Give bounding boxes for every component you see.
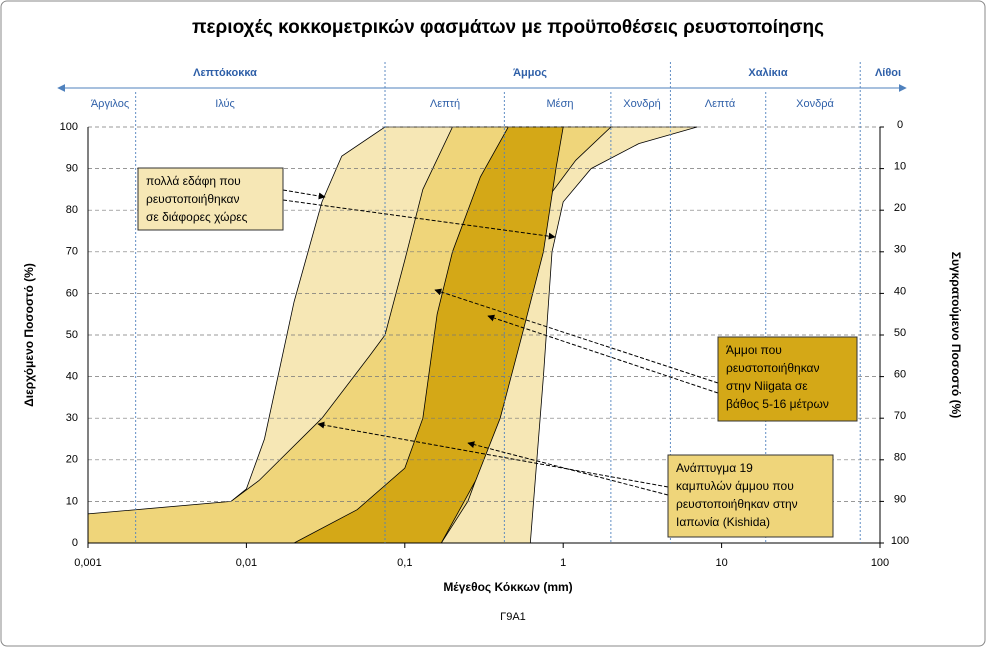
annotation-text: πολλά εδάφη που (146, 174, 241, 188)
annotation-text: ρευστοποιήθηκαν (146, 192, 239, 206)
annotation-arrow (434, 288, 719, 384)
annotation-text: Άμμοι που (726, 343, 782, 357)
footer: Γ9Α1 (500, 611, 526, 623)
y2-tick-label: 90 (894, 493, 906, 505)
y2-tick-label: 100 (891, 535, 909, 547)
band (293, 126, 564, 544)
y2-tick-label: 10 (894, 161, 906, 173)
zone-label: Ιλύς (215, 98, 235, 110)
x-tick-label: 1 (560, 557, 566, 569)
y2-tick-label: 20 (894, 202, 906, 214)
zone-label: Άμμος (513, 67, 547, 79)
x-tick-label: 100 (871, 557, 889, 569)
y-tick-label: 90 (66, 163, 78, 175)
y-tick-label: 70 (66, 246, 78, 258)
chart-title: περιοχές κοκκομετρικών φασμάτων με προϋπ… (192, 17, 824, 38)
annotation-box (667, 454, 834, 538)
y2-tick-label: 40 (894, 285, 906, 297)
y-tick-label: 0 (72, 537, 78, 549)
zone-label: Λεπτά (705, 98, 736, 110)
y2-tick-label: 50 (894, 327, 906, 339)
zone-label: Χαλίκια (748, 67, 787, 79)
y-tick-label: 10 (66, 495, 78, 507)
annotation-text: Ανάπτυγμα 19 (676, 461, 753, 475)
x-tick-label: 0,001 (74, 557, 102, 569)
y2-tick-label: 80 (894, 452, 906, 464)
annotation-arrow (487, 314, 719, 394)
x-tick-label: 0,1 (397, 557, 412, 569)
zone-label: Χονδρά (796, 98, 834, 110)
zone-label: Λεπτόκοκκα (193, 67, 257, 79)
annotation-arrow (282, 199, 556, 240)
annotation-text: καμπυλών άμμου που (676, 479, 794, 493)
annotation-text: σε διάφορες χώρες (146, 210, 248, 224)
annotation-arrow (282, 189, 326, 200)
y-axis-label: Διερχόμενο Ποσοστό (%) (22, 263, 36, 407)
y2-axis-label: Συγκρατούμενο Ποσοστό (%) (949, 252, 963, 419)
annotation-box (717, 336, 858, 422)
annotation-arrow (317, 421, 669, 488)
y-tick-label: 50 (66, 329, 78, 341)
zone-label: Λίθοι (875, 67, 901, 79)
y-tick-label: 20 (66, 454, 78, 466)
annotation-text: βάθος 5-16 μέτρων (726, 397, 829, 411)
x-tick-label: 0,01 (236, 557, 257, 569)
y2-tick-label: 0 (897, 119, 903, 131)
zone-label: Λεπτή (430, 98, 460, 110)
y-tick-label: 80 (66, 204, 78, 216)
y2-tick-label: 60 (894, 369, 906, 381)
y-tick-label: 30 (66, 412, 78, 424)
annotation-text: Ιαπωνία (Kishida) (676, 515, 770, 529)
annotation-box (137, 167, 284, 231)
zone-label: Άργιλος (91, 98, 129, 110)
zone-label: Μέση (547, 98, 574, 110)
y-tick-label: 60 (66, 287, 78, 299)
y-tick-label: 40 (66, 371, 78, 383)
annotation-text: ρευστοποιήθηκαν (726, 361, 819, 375)
y2-tick-label: 30 (894, 244, 906, 256)
zone-label: Χονδρή (623, 98, 660, 110)
y-tick-label: 100 (60, 121, 78, 133)
annotation-text: στην Niigata σε (726, 379, 808, 393)
annotation-arrow (467, 441, 669, 496)
y2-tick-label: 70 (894, 410, 906, 422)
x-axis-label: Μέγεθος Κόκκων (mm) (443, 580, 572, 594)
x-tick-label: 10 (715, 557, 727, 569)
annotation-text: ρευστοποιήθηκαν στην (676, 497, 798, 511)
